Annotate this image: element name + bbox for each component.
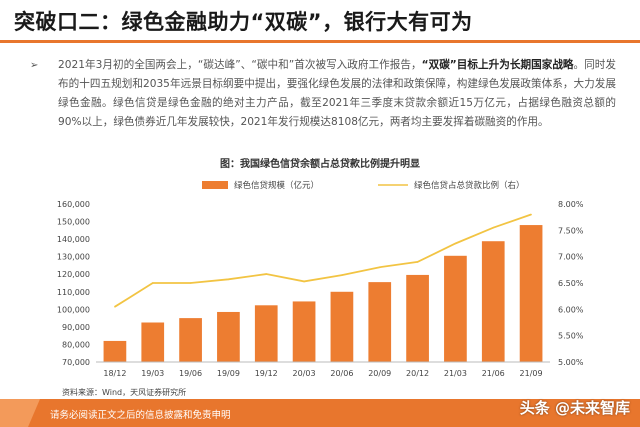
ratio-point — [114, 305, 116, 308]
y2-axis-tick-label: 7.50% — [558, 226, 584, 235]
ratio-line — [114, 213, 532, 308]
x-axis-tick-label: 19/12 — [255, 369, 278, 378]
y2-axis-tick-label: 5.00% — [558, 358, 584, 367]
bullet-arrow-icon: ➢ — [30, 60, 39, 71]
ratio-point — [151, 282, 154, 284]
ratio-point — [416, 261, 419, 263]
bar — [406, 274, 429, 362]
footer-bar: 请务必阅读正文之后的信息披露和免责申明 — [0, 399, 640, 427]
y2-axis-tick-label: 6.00% — [558, 305, 584, 314]
slide-title: 突破口二：绿色金融助力“双碳”，银行大有可为 — [14, 10, 473, 34]
x-axis-tick-label: 21/09 — [520, 369, 543, 378]
y2-axis-tick-label: 7.00% — [558, 253, 584, 262]
bar — [103, 340, 127, 362]
ratio-point — [189, 282, 192, 284]
ratio-point — [378, 266, 381, 268]
ratio-point — [265, 273, 268, 275]
paragraph-bold: “双碳”目标上升为长期国家战略 — [421, 59, 574, 71]
bar — [444, 255, 467, 362]
paragraph-text-2: 。同时发布的十四五规划和2035年远景目标纲要中提出，要强化绿色发展的法律和政策… — [58, 59, 616, 128]
chart-title: 图：我国绿色信贷余额占总贷款比例提升明显 — [220, 159, 420, 170]
x-axis-tick-label: 19/03 — [141, 369, 164, 378]
watermark: 头条 @未来智库 — [519, 399, 630, 417]
ratio-point — [530, 213, 532, 216]
ratio-point — [303, 280, 305, 283]
footer-disclaimer: 请务必阅读正文之后的信息披露和免责申明 — [50, 410, 231, 421]
x-axis-tick-label: 18/12 — [103, 369, 126, 378]
legend-bar-label: 绿色信贷规模（亿元） — [234, 180, 319, 191]
bar — [368, 282, 392, 362]
x-axis-tick-label: 21/06 — [482, 369, 505, 378]
y2-axis-tick-label: 6.50% — [558, 279, 584, 288]
x-axis-tick-label: 21/03 — [444, 369, 467, 378]
y-axis-tick-label: 80,000 — [62, 340, 90, 349]
y-axis-tick-label: 150,000 — [57, 218, 90, 227]
ratio-point — [341, 274, 343, 276]
bar — [481, 241, 505, 362]
title-divider — [0, 40, 640, 43]
source-note: 资料来源：Wind，天风证券研究所 — [62, 388, 187, 397]
x-axis-tick-label: 19/06 — [179, 369, 202, 378]
y-axis-tick-label: 90,000 — [62, 323, 90, 332]
ratio-point — [227, 278, 230, 281]
green-credit-chart: 绿色信贷规模（亿元） 绿色信贷占总贷款比例（右） 70,000 80,000 90,00… — [57, 180, 584, 378]
bar — [179, 318, 202, 362]
x-axis-tick-label: 20/03 — [293, 369, 316, 378]
y2-axis-tick-label: 8.00% — [558, 200, 584, 209]
y-axis-tick-label: 120,000 — [57, 270, 90, 279]
legend-bar-swatch — [202, 181, 228, 189]
bar — [141, 322, 165, 362]
legend-line-label: 绿色信贷占总贷款比例（右） — [414, 180, 525, 191]
y-axis-tick-label: 130,000 — [57, 253, 90, 262]
y-axis-tick-label: 70,000 — [62, 358, 90, 367]
body-paragraph: 2021年3月初的全国两会上，“碳达峰”、“碳中和”首次被写入政府工作报告，“双… — [58, 56, 616, 132]
bar — [254, 305, 278, 362]
x-axis-tick-label: 19/09 — [217, 369, 240, 378]
bar — [292, 301, 316, 362]
x-axis-tick-label: 20/09 — [368, 369, 391, 378]
y-axis-tick-label: 110,000 — [57, 288, 90, 297]
bar — [519, 225, 543, 362]
y-axis-tick-label: 100,000 — [57, 305, 90, 314]
y2-axis-tick-label: 5.50% — [558, 332, 584, 341]
bar — [330, 291, 354, 362]
y-axis-tick-label: 160,000 — [57, 200, 90, 209]
footer-decoration — [0, 399, 40, 427]
y-axis-tick-label: 140,000 — [57, 235, 90, 244]
paragraph-text-1: 2021年3月初的全国两会上，“碳达峰”、“碳中和”首次被写入政府工作报告， — [58, 59, 422, 71]
ratio-point — [492, 226, 495, 229]
bar — [217, 311, 240, 362]
x-axis-tick-label: 20/06 — [330, 369, 353, 378]
x-axis-tick-label: 20/12 — [406, 369, 429, 378]
ratio-point — [454, 242, 457, 245]
